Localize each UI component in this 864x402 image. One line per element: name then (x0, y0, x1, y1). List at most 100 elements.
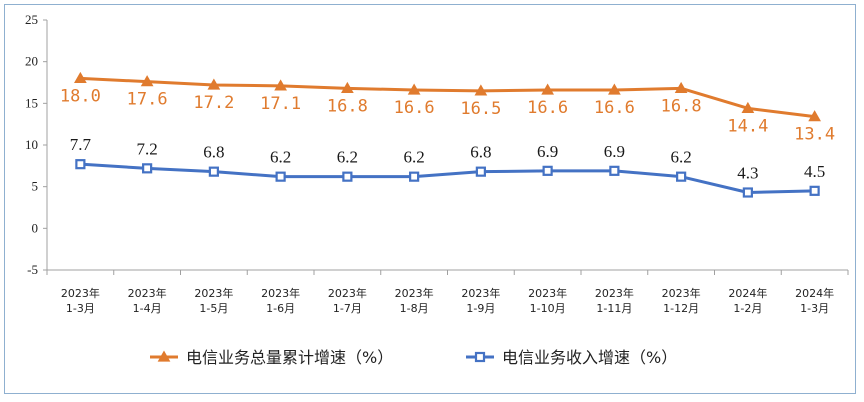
data-label: 13.4 (794, 125, 835, 145)
data-label: 7.2 (137, 139, 158, 158)
plot-area: 18.0 17.6 17.2 17.1 16.8 16.6 16.5 16.6 16.6 16.8… (60, 71, 835, 198)
y-tick-label: 25 (25, 12, 38, 27)
data-point (140, 75, 154, 87)
legend: 电信业务总量累计增速（%） 电信业务收入增速（%） (150, 348, 677, 367)
x-tick-label: 2023年 1-6月 (261, 286, 300, 315)
data-point (341, 81, 354, 93)
data-label: 16.6 (527, 98, 568, 118)
x-tick-label-line: 2023年 (528, 286, 567, 300)
series-telecom-revenue: 7.7 7.2 6.8 6.2 6.2 6.2 6.8 6.9 6.9 6.2 4.3 4.5 (70, 135, 825, 198)
data-point (474, 84, 488, 96)
data-label: 16.8 (327, 96, 368, 116)
x-tick-label-line: 1-11月 (596, 302, 632, 315)
data-point (409, 171, 420, 182)
y-tick-label: 15 (25, 95, 38, 110)
x-tick-label-line: 2023年 (395, 286, 434, 300)
y-tick-label: 0 (32, 220, 39, 235)
legend-item-telecom-revenue: 电信业务收入增速（%） (466, 348, 677, 367)
x-tick-label: 2023年 1-10月 (528, 286, 567, 315)
data-label: 4.5 (804, 162, 825, 181)
data-label: 17.6 (127, 90, 168, 110)
data-point (142, 163, 153, 174)
x-tick-label-line: 2023年 (194, 286, 233, 300)
data-point (208, 166, 219, 177)
data-label: 6.2 (337, 148, 358, 167)
y-tick-label: -5 (27, 262, 38, 277)
data-point (742, 187, 753, 198)
series-line (80, 162, 815, 194)
data-point (407, 83, 421, 95)
x-tick-label: 2023年 1-5月 (194, 286, 233, 315)
data-label: 17.1 (260, 94, 301, 114)
data-label: 18.0 (60, 86, 101, 106)
data-point (207, 78, 221, 90)
legend-item-telecom-volume: 电信业务总量累计增速（%） (150, 348, 393, 367)
x-tick-label-line: 2023年 (128, 286, 167, 300)
legend-label: 电信业务总量累计增速（%） (186, 348, 393, 367)
x-tick-label-line: 2023年 (662, 286, 701, 300)
data-point (275, 171, 286, 182)
x-tick-label-line: 2023年 (261, 286, 300, 300)
x-tick-label-line: 1-5月 (199, 302, 228, 315)
data-point (274, 79, 287, 91)
chart-frame (4, 4, 856, 394)
data-point (541, 83, 554, 95)
data-point (809, 185, 820, 196)
x-tick-label-line: 1-9月 (466, 302, 495, 315)
x-tick-label-line: 2024年 (795, 286, 834, 300)
data-point (676, 171, 687, 182)
x-tick-label: 2023年 1-9月 (461, 286, 500, 315)
data-label: 14.4 (727, 116, 768, 136)
x-tick-label: 2024年 1-3月 (795, 286, 834, 315)
y-tick-label: 10 (25, 137, 38, 152)
x-tick-label-line: 2023年 (595, 286, 634, 300)
x-tick-label-line: 1-3月 (800, 302, 829, 315)
legend-marker (157, 350, 171, 362)
y-tick-label: 5 (32, 179, 39, 194)
data-point (74, 71, 87, 83)
data-label: 16.8 (661, 96, 702, 116)
x-tick-label-line: 2023年 (61, 286, 100, 300)
data-label: 6.8 (470, 143, 491, 162)
data-point (741, 101, 755, 113)
data-label: 17.2 (193, 93, 234, 113)
data-label: 4.3 (737, 164, 758, 183)
x-tick-label: 2024年 1-2月 (728, 286, 767, 315)
legend-label: 电信业务收入增速（%） (502, 348, 677, 367)
x-tick-label-line: 1-12月 (663, 302, 699, 315)
legend-marker (474, 351, 486, 363)
data-point (342, 171, 353, 182)
data-label: 6.9 (604, 142, 625, 161)
x-tick-label-line: 1-6月 (266, 302, 295, 315)
x-tick-label-line: 1-2月 (733, 302, 762, 315)
x-tick-label: 2023年 1-11月 (595, 286, 634, 315)
x-tick-label: 2023年 1-12月 (662, 286, 701, 315)
x-tick-label-line: 2023年 (461, 286, 500, 300)
data-label: 16.6 (394, 98, 435, 118)
data-label: 6.2 (270, 148, 291, 167)
data-label: 6.2 (404, 148, 425, 167)
x-tick-label-line: 1-8月 (400, 302, 429, 315)
series-telecom-volume: 18.0 17.6 17.2 17.1 16.8 16.6 16.5 16.6 16.6 16.8… (60, 71, 835, 145)
y-tick-label: 20 (25, 54, 38, 69)
x-tick-label: 2023年 1-8月 (395, 286, 434, 315)
data-point (808, 110, 821, 122)
x-tick-label-line: 1-3月 (66, 302, 95, 315)
data-label: 6.9 (537, 142, 558, 161)
data-point (75, 159, 86, 170)
y-axis: 25 20 15 10 5 0 -5 (25, 12, 48, 277)
x-tick-label: 2023年 1-4月 (128, 286, 167, 315)
data-point (542, 165, 553, 176)
series-line (80, 76, 815, 119)
data-point (674, 81, 688, 93)
x-tick-label-line: 1-10月 (530, 302, 566, 315)
data-label: 7.7 (70, 135, 92, 154)
x-tick-label-line: 1-4月 (133, 302, 162, 315)
x-tick-label: 2023年 1-7月 (328, 286, 367, 315)
data-label: 6.8 (203, 143, 224, 162)
data-label: 16.5 (460, 99, 501, 119)
data-label: 16.6 (594, 98, 635, 118)
data-point (609, 165, 620, 176)
